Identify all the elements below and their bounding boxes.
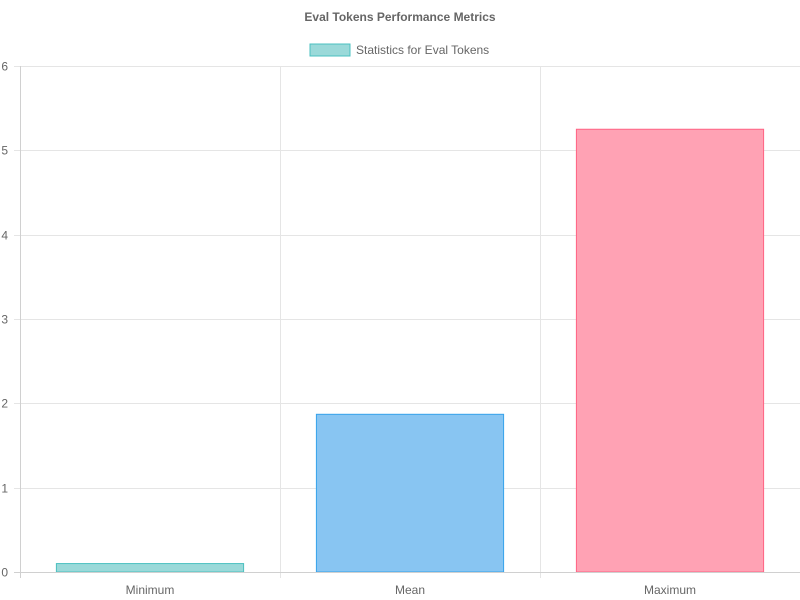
bar-maximum[interactable]	[575, 128, 765, 573]
x-tick-label: Mean	[395, 583, 425, 597]
bar-minimum[interactable]	[55, 563, 245, 573]
y-tick-label: 2	[1, 397, 8, 411]
y-tick-label: 5	[1, 144, 8, 158]
axes: 0 1 2 3 4 5 6 Minimum Mean Maximum	[1, 60, 800, 597]
bar-mean[interactable]	[315, 413, 505, 573]
y-tick-label: 4	[1, 229, 8, 243]
chart-title: Eval Tokens Performance Metrics	[304, 10, 496, 24]
grid	[14, 66, 800, 578]
y-tick-label: 6	[1, 60, 8, 74]
legend[interactable]: Statistics for Eval Tokens	[309, 43, 489, 57]
legend-swatch	[309, 43, 351, 57]
legend-label: Statistics for Eval Tokens	[356, 43, 489, 57]
y-tick-label: 3	[1, 313, 8, 327]
y-tick-label: 1	[1, 482, 8, 496]
x-tick-label: Minimum	[126, 583, 175, 597]
bars	[55, 128, 765, 573]
x-tick-label: Maximum	[644, 583, 696, 597]
y-tick-label: 0	[1, 566, 8, 580]
